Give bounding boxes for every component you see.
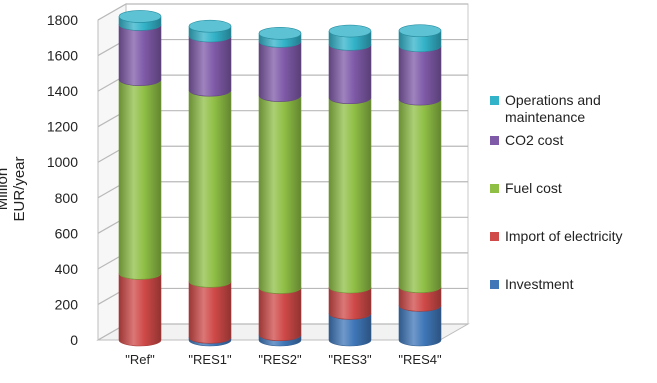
x-tick-label: "RES3" bbox=[328, 352, 372, 367]
bar-top-cap bbox=[258, 27, 302, 40]
legend-swatch bbox=[490, 96, 499, 105]
bar-segment bbox=[258, 41, 302, 102]
bar-segment bbox=[118, 24, 162, 86]
bar-segment bbox=[258, 95, 302, 294]
legend-item: Import of electricity bbox=[490, 228, 622, 245]
bar-top-cap bbox=[188, 19, 232, 33]
legend-label: CO2 cost bbox=[505, 132, 564, 148]
y-tick-label: 0 bbox=[70, 332, 78, 348]
legend-swatch bbox=[490, 136, 499, 145]
legend-label: Fuel cost bbox=[505, 180, 562, 196]
y-tick-label: 1600 bbox=[47, 48, 78, 64]
bar-segment bbox=[118, 273, 162, 347]
legend-swatch bbox=[490, 184, 499, 193]
x-tick-label: "RES1" bbox=[188, 352, 232, 367]
y-tick-label: 600 bbox=[55, 225, 79, 241]
y-tick-label: 1000 bbox=[47, 154, 78, 170]
y-tick-label: 800 bbox=[55, 190, 79, 206]
bar-top-cap bbox=[118, 10, 162, 23]
bar-segment bbox=[188, 281, 232, 344]
y-tick-label: 200 bbox=[55, 296, 79, 312]
bar-top-cap bbox=[328, 24, 372, 38]
legend-label: Import of electricity bbox=[505, 228, 623, 244]
x-tick-label: "Ref" bbox=[125, 352, 155, 367]
y-tick-label: 1200 bbox=[47, 119, 78, 135]
y-tick-label: 1800 bbox=[47, 12, 78, 28]
legend-item: Investment bbox=[490, 276, 573, 293]
bar-segment bbox=[188, 35, 232, 97]
bar-segment bbox=[118, 79, 162, 280]
bar-top-cap bbox=[398, 24, 442, 37]
legend-item: Operations and maintenance bbox=[490, 92, 655, 126]
legend-label: Investment bbox=[505, 276, 574, 292]
x-tick-label: "RES2" bbox=[258, 352, 302, 367]
x-tick-label: "RES4" bbox=[398, 352, 442, 367]
bar-segment bbox=[398, 99, 442, 293]
y-tick-label: 1400 bbox=[47, 83, 78, 99]
bar-segment bbox=[328, 97, 372, 294]
bar-segment bbox=[398, 45, 442, 106]
y-axis-label: Million EUR/year bbox=[0, 156, 28, 222]
legend-item: CO2 cost bbox=[490, 132, 563, 149]
legend-label: Operations and maintenance bbox=[505, 92, 601, 125]
legend-swatch bbox=[490, 232, 499, 241]
bar-segment bbox=[328, 44, 372, 104]
y-tick-label: 400 bbox=[55, 261, 79, 277]
legend-item: Fuel cost bbox=[490, 180, 562, 197]
legend-swatch bbox=[490, 280, 499, 289]
bar-segment bbox=[188, 90, 232, 288]
gridline bbox=[97, 3, 468, 21]
bar-segment bbox=[258, 287, 302, 341]
